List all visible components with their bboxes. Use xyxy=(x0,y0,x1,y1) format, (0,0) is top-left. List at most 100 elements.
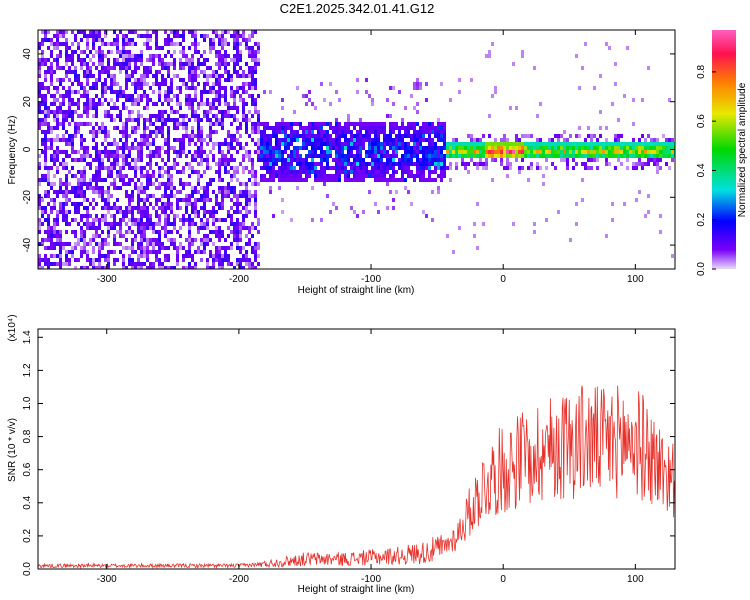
spectrogram-cell xyxy=(134,58,137,62)
spectrogram-cell xyxy=(104,242,107,246)
spectrogram-cell xyxy=(179,170,182,174)
spectrogram-cell xyxy=(56,62,59,66)
spectrogram-cell xyxy=(656,170,659,174)
spectrogram-cell xyxy=(65,198,68,202)
spectrogram-cell xyxy=(245,182,248,186)
spectrogram-cell xyxy=(182,134,185,138)
spectrogram-cell xyxy=(143,202,146,206)
spectrogram-x-tick-label: 100 xyxy=(627,274,644,285)
spectrogram-cell xyxy=(416,78,419,82)
spectrogram-cell xyxy=(431,158,434,162)
spectrogram-cell xyxy=(404,170,407,174)
spectrogram-cell xyxy=(470,138,473,142)
spectrogram-cell xyxy=(353,178,356,182)
spectrogram-cell xyxy=(176,198,179,202)
spectrogram-cell xyxy=(233,166,236,170)
spectrogram-cell xyxy=(164,258,167,262)
spectrogram-cell xyxy=(182,182,185,186)
spectrogram-cell xyxy=(332,130,335,134)
spectrogram-cell xyxy=(56,254,59,258)
spectrogram-cell xyxy=(173,146,176,150)
spectrogram-cell xyxy=(344,138,347,142)
spectrogram-cell xyxy=(86,66,89,70)
spectrogram-cell xyxy=(86,146,89,150)
spectrogram-cell xyxy=(509,142,512,146)
spectrogram-cell xyxy=(344,174,347,178)
spectrogram-cell xyxy=(233,102,236,106)
spectrogram-cell xyxy=(605,146,608,150)
spectrogram-cell xyxy=(185,154,188,158)
spectrogram-cell xyxy=(665,142,668,146)
spectrogram-cell xyxy=(320,122,323,126)
spectrogram-cell xyxy=(407,162,410,166)
spectrogram-cell xyxy=(107,210,110,214)
spectrogram-cell xyxy=(107,206,110,210)
spectrogram-cell xyxy=(101,230,104,234)
spectrogram-cell xyxy=(38,182,41,186)
spectrogram-cell xyxy=(152,154,155,158)
spectrogram-cell xyxy=(65,258,68,262)
spectrogram-cell xyxy=(257,246,260,250)
spectrogram-cell xyxy=(389,178,392,182)
spectrogram-cell xyxy=(422,134,425,138)
spectrogram-cell xyxy=(323,134,326,138)
spectrogram-cell xyxy=(134,266,137,269)
spectrogram-cell xyxy=(68,102,71,106)
spectrogram-cell xyxy=(242,38,245,42)
spectrogram-cell xyxy=(95,34,98,38)
spectrogram-cell xyxy=(236,74,239,78)
spectrogram-cell xyxy=(305,126,308,130)
spectrogram-cell xyxy=(242,166,245,170)
spectrogram-cell xyxy=(236,238,239,242)
spectrogram-cell xyxy=(131,262,134,266)
spectrogram-cell xyxy=(590,134,593,138)
spectrogram-cell xyxy=(212,82,215,86)
spectrogram-cell xyxy=(86,150,89,154)
spectrogram-cell xyxy=(146,186,149,190)
spectrogram-cell xyxy=(242,90,245,94)
spectrogram-cell xyxy=(140,114,143,118)
spectrogram-cell xyxy=(476,246,479,250)
spectrogram-cell xyxy=(38,206,41,210)
spectrogram-cell xyxy=(221,162,224,166)
spectrogram-cell xyxy=(296,138,299,142)
spectrogram-cell xyxy=(530,162,533,166)
spectrogram-cell xyxy=(506,166,509,170)
spectrogram-cell xyxy=(371,130,374,134)
spectrogram-cell xyxy=(233,222,236,226)
spectrogram-cell xyxy=(407,170,410,174)
spectrogram-cell xyxy=(125,86,128,90)
spectrogram-cell xyxy=(182,246,185,250)
spectrogram-cell xyxy=(44,178,47,182)
spectrogram-cell xyxy=(146,206,149,210)
spectrogram-cell xyxy=(47,218,50,222)
spectrogram-cell xyxy=(152,250,155,254)
spectrogram-cell xyxy=(86,90,89,94)
spectrogram-cell xyxy=(77,238,80,242)
spectrogram-cell xyxy=(56,114,59,118)
spectrogram-cell xyxy=(197,226,200,230)
spectrogram-cell xyxy=(179,146,182,150)
spectrogram-cell xyxy=(461,154,464,158)
spectrogram-cell xyxy=(221,58,224,62)
spectrogram-cell xyxy=(101,82,104,86)
spectrogram-cell xyxy=(485,146,488,150)
spectrogram-cell xyxy=(239,210,242,214)
spectrogram-cell xyxy=(209,150,212,154)
spectrogram-cell xyxy=(356,162,359,166)
spectrogram-cell xyxy=(359,174,362,178)
spectrogram-cell xyxy=(347,146,350,150)
spectrogram-cell xyxy=(389,126,392,130)
spectrogram-cell xyxy=(101,246,104,250)
spectrogram-cell xyxy=(272,134,275,138)
spectrogram-cell xyxy=(41,50,44,54)
spectrogram-cell xyxy=(617,134,620,138)
spectrogram-cell xyxy=(131,238,134,242)
spectrogram-cell xyxy=(419,166,422,170)
spectrogram-cell xyxy=(71,138,74,142)
spectrogram-cell xyxy=(188,198,191,202)
spectrogram-cell xyxy=(380,166,383,170)
spectrogram-cell xyxy=(38,46,41,50)
spectrogram-cell xyxy=(506,142,509,146)
spectrogram-cell xyxy=(257,46,260,50)
